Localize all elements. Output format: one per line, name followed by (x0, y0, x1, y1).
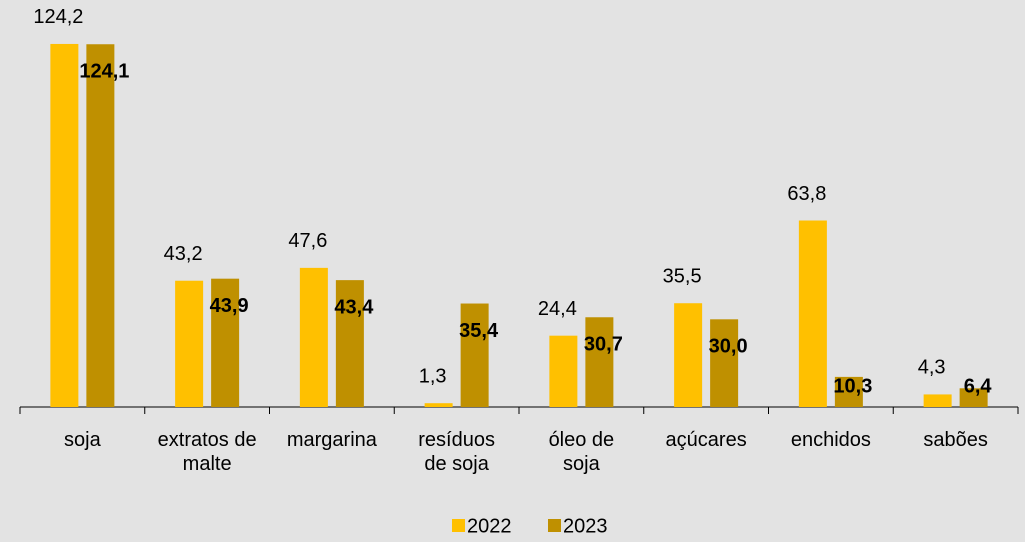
data-label: 24,4 (538, 298, 577, 320)
legend-swatch (548, 519, 561, 532)
bar (834, 376, 863, 407)
legend-label: 2022 (467, 515, 512, 537)
legend-swatch (452, 519, 465, 532)
x-tick-label: açúcares (665, 429, 747, 451)
x-tick-label: margarina (286, 429, 377, 451)
bar (710, 319, 739, 407)
data-label: 63,8 (787, 183, 826, 205)
bar (50, 43, 79, 407)
data-label: 6,4 (964, 375, 993, 397)
data-label: 43,4 (334, 296, 374, 318)
bar (674, 303, 703, 407)
data-label: 124,1 (79, 61, 129, 83)
bar (335, 280, 364, 407)
data-label: 124,2 (33, 6, 83, 28)
data-label: 10,3 (833, 375, 872, 397)
bar (460, 303, 489, 407)
legend-label: 2023 (563, 515, 608, 537)
data-label: 47,6 (288, 230, 327, 252)
bar (585, 317, 614, 407)
data-label: 1,3 (419, 365, 447, 387)
x-tick-label: resíduos de soja (418, 429, 495, 475)
bar (798, 220, 827, 407)
bar (211, 278, 240, 407)
bar (549, 335, 578, 407)
data-label: 4,3 (918, 357, 946, 379)
data-label: 43,9 (210, 295, 249, 317)
x-tick-label: óleo de soja (548, 429, 615, 475)
bar (923, 394, 952, 407)
x-tick-label: extratos de malte (157, 429, 257, 475)
data-label: 30,0 (709, 336, 748, 358)
data-label: 30,7 (584, 334, 623, 356)
data-label: 43,2 (164, 243, 203, 265)
data-label: 35,5 (663, 266, 702, 288)
data-label: 35,4 (459, 320, 499, 342)
bar (424, 403, 453, 407)
x-tick-label: sabões (923, 429, 988, 451)
bar (175, 280, 204, 407)
x-tick-label: enchidos (790, 429, 871, 451)
bar (959, 388, 988, 407)
bar (299, 267, 328, 407)
x-tick-label: soja (64, 429, 101, 451)
bar (86, 44, 115, 407)
